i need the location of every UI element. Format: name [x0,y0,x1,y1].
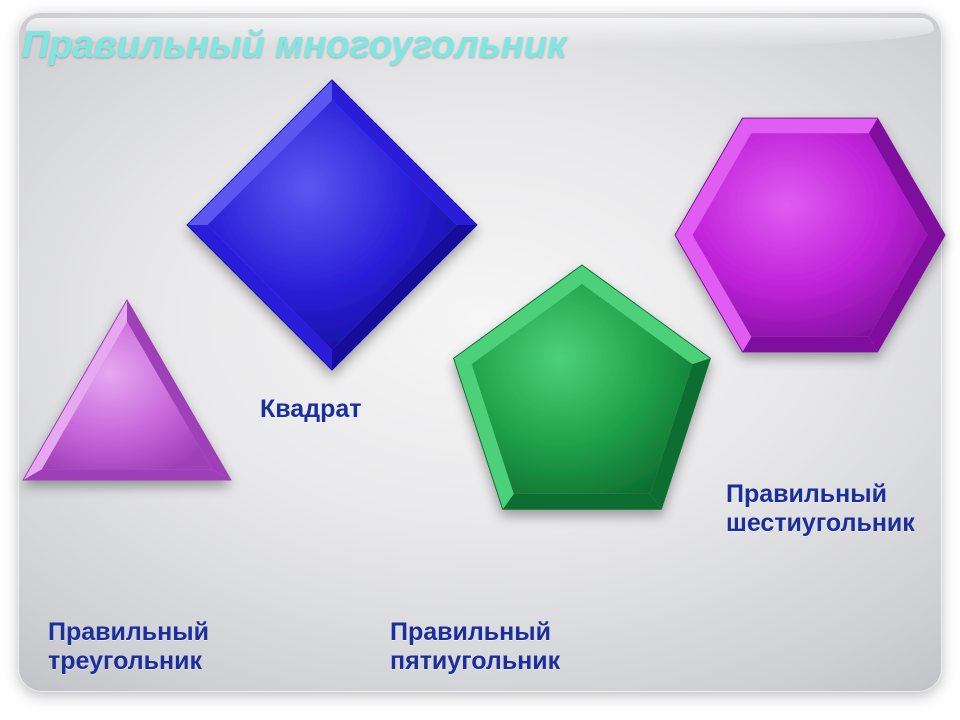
hexagon-label: Правильный шестиугольник [726,480,915,538]
pentagon-label: Правильный пятиугольник [390,618,560,676]
square-label: Квадрат [260,395,362,424]
triangle-label: Правильный треугольник [48,618,209,676]
hexagon-shape [635,60,960,410]
